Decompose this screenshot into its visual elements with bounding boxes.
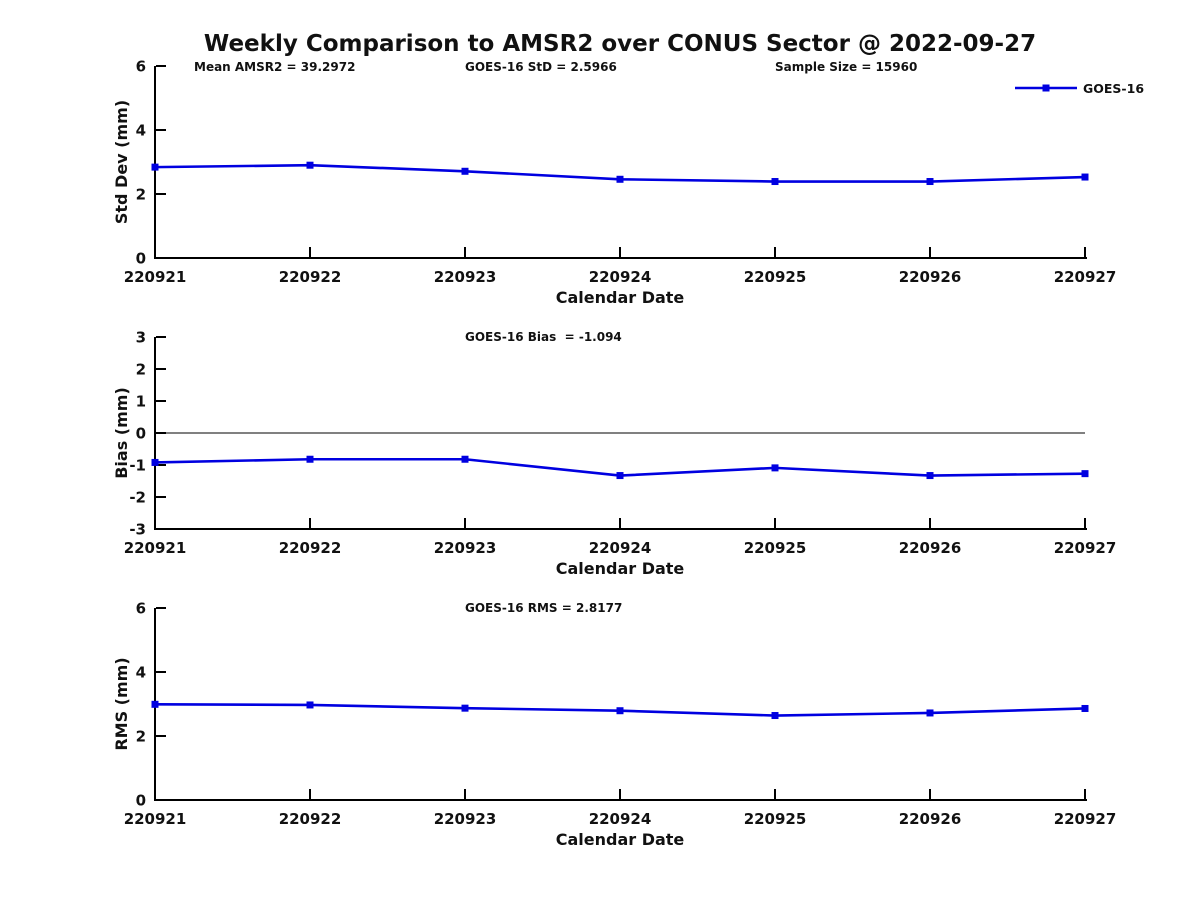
data-point-marker — [616, 472, 624, 480]
data-point-marker — [1081, 704, 1089, 712]
y-tick-label: -2 — [129, 489, 146, 507]
annotation-goes16-std: GOES-16 StD = 2.5966 — [465, 60, 617, 74]
legend-series-label: GOES-16 — [1083, 81, 1145, 96]
y-tick-label: 2 — [136, 361, 146, 379]
annotation-mean-amsr2: Mean AMSR2 = 39.2972 — [194, 60, 356, 74]
x-axis-label-calendar-date: Calendar Date — [555, 288, 685, 307]
y-axis-label-bias: Bias (mm) — [112, 387, 131, 479]
data-point-marker — [1081, 173, 1089, 181]
data-point-marker — [461, 167, 469, 175]
data-point-marker — [926, 709, 934, 717]
data-point-marker — [151, 163, 159, 171]
x-tick-label: 220927 — [1054, 539, 1117, 557]
y-tick-label: -3 — [129, 521, 146, 539]
x-tick-label: 220923 — [434, 810, 497, 828]
y-tick-label: 0 — [136, 792, 146, 810]
x-tick-label: 220926 — [899, 539, 962, 557]
annotation-goes16-rms: GOES-16 RMS = 2.8177 — [465, 601, 623, 615]
x-tick-label: 220924 — [589, 268, 652, 286]
y-tick-label: 2 — [136, 186, 146, 204]
y-tick-label: 2 — [136, 728, 146, 746]
legend-marker — [1042, 84, 1050, 92]
x-tick-label: 220927 — [1054, 810, 1117, 828]
y-tick-label: 4 — [136, 664, 146, 682]
y-axis-label-rms: RMS (mm) — [112, 657, 131, 751]
x-tick-label: 220925 — [744, 810, 807, 828]
data-point-marker — [616, 707, 624, 715]
x-tick-label: 220922 — [279, 810, 342, 828]
chart-title: Weekly Comparison to AMSR2 over CONUS Se… — [203, 31, 1037, 57]
x-tick-label: 220925 — [744, 539, 807, 557]
x-tick-label: 220923 — [434, 539, 497, 557]
y-tick-label: 6 — [136, 58, 146, 76]
data-point-marker — [306, 161, 314, 169]
x-tick-label: 220927 — [1054, 268, 1117, 286]
y-tick-label: 4 — [136, 122, 146, 140]
x-tick-label: 220921 — [124, 810, 187, 828]
data-point-marker — [926, 178, 934, 186]
data-point-marker — [926, 472, 934, 480]
data-point-marker — [771, 712, 779, 720]
x-tick-label: 220926 — [899, 810, 962, 828]
x-tick-label: 220925 — [744, 268, 807, 286]
x-tick-label: 220924 — [589, 810, 652, 828]
x-axis-label-calendar-date: Calendar Date — [555, 830, 685, 849]
y-axis-label-stddev: Std Dev (mm) — [112, 99, 131, 225]
x-tick-label: 220922 — [279, 539, 342, 557]
y-tick-label: 1 — [136, 393, 146, 411]
y-tick-label: 6 — [136, 600, 146, 618]
data-point-marker — [461, 704, 469, 712]
data-point-marker — [616, 175, 624, 183]
data-point-marker — [306, 701, 314, 709]
x-tick-label: 220924 — [589, 539, 652, 557]
x-tick-label: 220921 — [124, 268, 187, 286]
y-tick-label: 3 — [136, 329, 146, 347]
x-tick-label: 220921 — [124, 539, 187, 557]
x-tick-label: 220922 — [279, 268, 342, 286]
data-point-marker — [151, 458, 159, 466]
y-tick-label: -1 — [129, 457, 146, 475]
data-point-marker — [771, 178, 779, 186]
data-point-marker — [306, 455, 314, 463]
data-point-marker — [771, 464, 779, 472]
x-axis-label-calendar-date: Calendar Date — [555, 559, 685, 578]
annotation-goes16-bias: GOES-16 Bias = -1.094 — [465, 330, 622, 344]
data-point-marker — [151, 700, 159, 708]
y-tick-label: 0 — [136, 425, 146, 443]
data-point-marker — [1081, 470, 1089, 478]
y-tick-label: 0 — [136, 250, 146, 268]
annotation-sample-size: Sample Size = 15960 — [775, 60, 918, 74]
x-tick-label: 220926 — [899, 268, 962, 286]
data-point-marker — [461, 455, 469, 463]
x-tick-label: 220923 — [434, 268, 497, 286]
